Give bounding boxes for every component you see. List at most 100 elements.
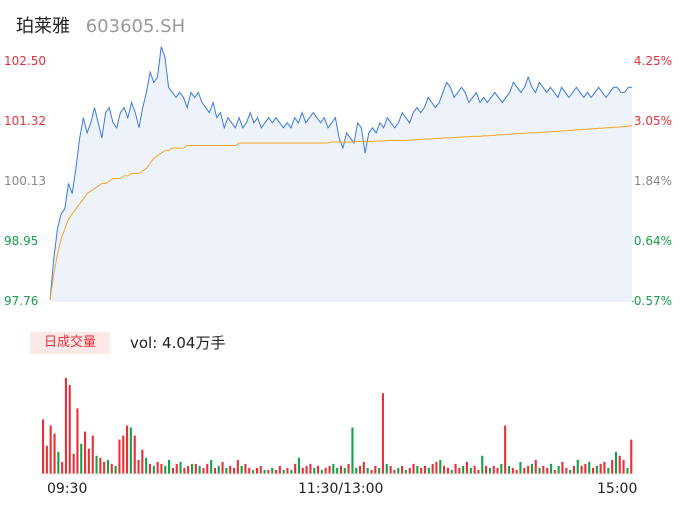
volume-bar: [477, 470, 480, 474]
volume-bar: [366, 467, 369, 474]
volume-bar: [458, 467, 461, 474]
volume-bar: [255, 467, 258, 474]
volume-bar: [168, 459, 171, 474]
volume-bar: [569, 470, 572, 474]
volume-bar: [550, 463, 553, 474]
price-line: [49, 46, 632, 301]
volume-bar: [542, 465, 545, 474]
volume-bar: [401, 465, 404, 474]
volume-bar: [106, 459, 109, 474]
volume-bar: [553, 470, 556, 474]
volume-bar: [301, 467, 304, 474]
volume-bar: [160, 463, 163, 474]
volume-bar: [504, 425, 507, 474]
volume-bar: [286, 467, 289, 474]
volume-bar: [187, 465, 190, 474]
volume-bar: [263, 470, 266, 474]
volume-bar: [427, 467, 430, 474]
volume-bar: [141, 449, 144, 474]
volume-bar: [191, 463, 194, 474]
volume-bar: [99, 457, 102, 474]
volume-bar: [72, 453, 75, 474]
volume-bar: [313, 467, 316, 474]
volume-bar: [336, 467, 339, 474]
volume-bar: [317, 465, 320, 474]
price-tick-3: 98.95: [4, 234, 39, 248]
volume-bar: [362, 461, 365, 474]
volume-bar: [374, 465, 377, 474]
volume-bar: [217, 465, 220, 474]
volume-bar: [500, 463, 503, 474]
volume-bar: [492, 465, 495, 474]
volume-bar: [339, 465, 342, 474]
volume-bar: [420, 467, 423, 474]
volume-bar: [57, 451, 60, 474]
pct-tick-3: 0.64%: [633, 234, 672, 248]
volume-bar: [446, 467, 449, 474]
volume-bar: [129, 427, 132, 474]
volume-bar: [408, 467, 411, 474]
volume-bar: [133, 435, 136, 474]
x-tick-mid: 11:30/13:00: [298, 481, 384, 497]
volume-bar: [462, 465, 465, 474]
volume-bar: [183, 467, 186, 474]
volume-bar: [267, 470, 270, 474]
volume-bar: [599, 463, 602, 474]
volume-bar: [305, 465, 308, 474]
volume-bar: [511, 467, 514, 474]
volume-bar: [122, 435, 125, 474]
volume-bar: [61, 461, 64, 474]
volume-bar: [91, 435, 94, 474]
volume-bar: [236, 459, 239, 474]
volume-bar: [271, 467, 274, 474]
volume-bar: [194, 463, 197, 474]
volume-bar: [508, 465, 511, 474]
volume-bar: [588, 461, 591, 474]
volume-bar: [496, 467, 499, 474]
volume-bar: [103, 461, 106, 474]
volume-bar: [294, 463, 297, 474]
volume-summary: vol: 4.04万手: [130, 334, 226, 352]
volume-bar: [202, 467, 205, 474]
volume-bar: [137, 459, 140, 474]
volume-bar: [473, 465, 476, 474]
volume-bar: [49, 425, 52, 474]
volume-bar: [527, 465, 530, 474]
volume-bar: [465, 461, 468, 474]
volume-bar: [611, 459, 614, 474]
volume-bar: [118, 439, 121, 474]
pct-tick-4: -0.57%: [629, 294, 672, 308]
volume-bar: [592, 467, 595, 474]
volume-bar: [233, 467, 236, 474]
volume-bar: [210, 459, 213, 474]
volume-bar: [95, 455, 98, 474]
volume-bar: [454, 463, 457, 474]
volume-bar: [488, 467, 491, 474]
volume-bar: [324, 467, 327, 474]
volume-badge: 日成交量: [30, 332, 110, 354]
volume-bar: [290, 470, 293, 474]
volume-bar: [603, 461, 606, 474]
volume-bar: [546, 467, 549, 474]
volume-bar: [320, 470, 323, 474]
volume-bar: [84, 431, 87, 474]
volume-bar: [156, 461, 159, 474]
volume-bar: [576, 459, 579, 474]
volume-bar: [347, 463, 350, 474]
volume-bar: [114, 465, 117, 474]
volume-bar: [297, 457, 300, 474]
x-tick-close: 15:00: [597, 481, 638, 497]
volume-bar: [198, 465, 201, 474]
volume-bar: [534, 459, 537, 474]
volume-bar: [206, 463, 209, 474]
volume-bar: [389, 465, 392, 474]
volume-bar: [614, 451, 617, 474]
volume-bar: [164, 465, 167, 474]
volume-bar: [171, 467, 174, 474]
volume-bar: [343, 467, 346, 474]
volume-bar: [175, 463, 178, 474]
volume-bar: [42, 419, 45, 474]
stock-code: 603605.SH: [85, 16, 186, 37]
volume-bar: [431, 463, 434, 474]
